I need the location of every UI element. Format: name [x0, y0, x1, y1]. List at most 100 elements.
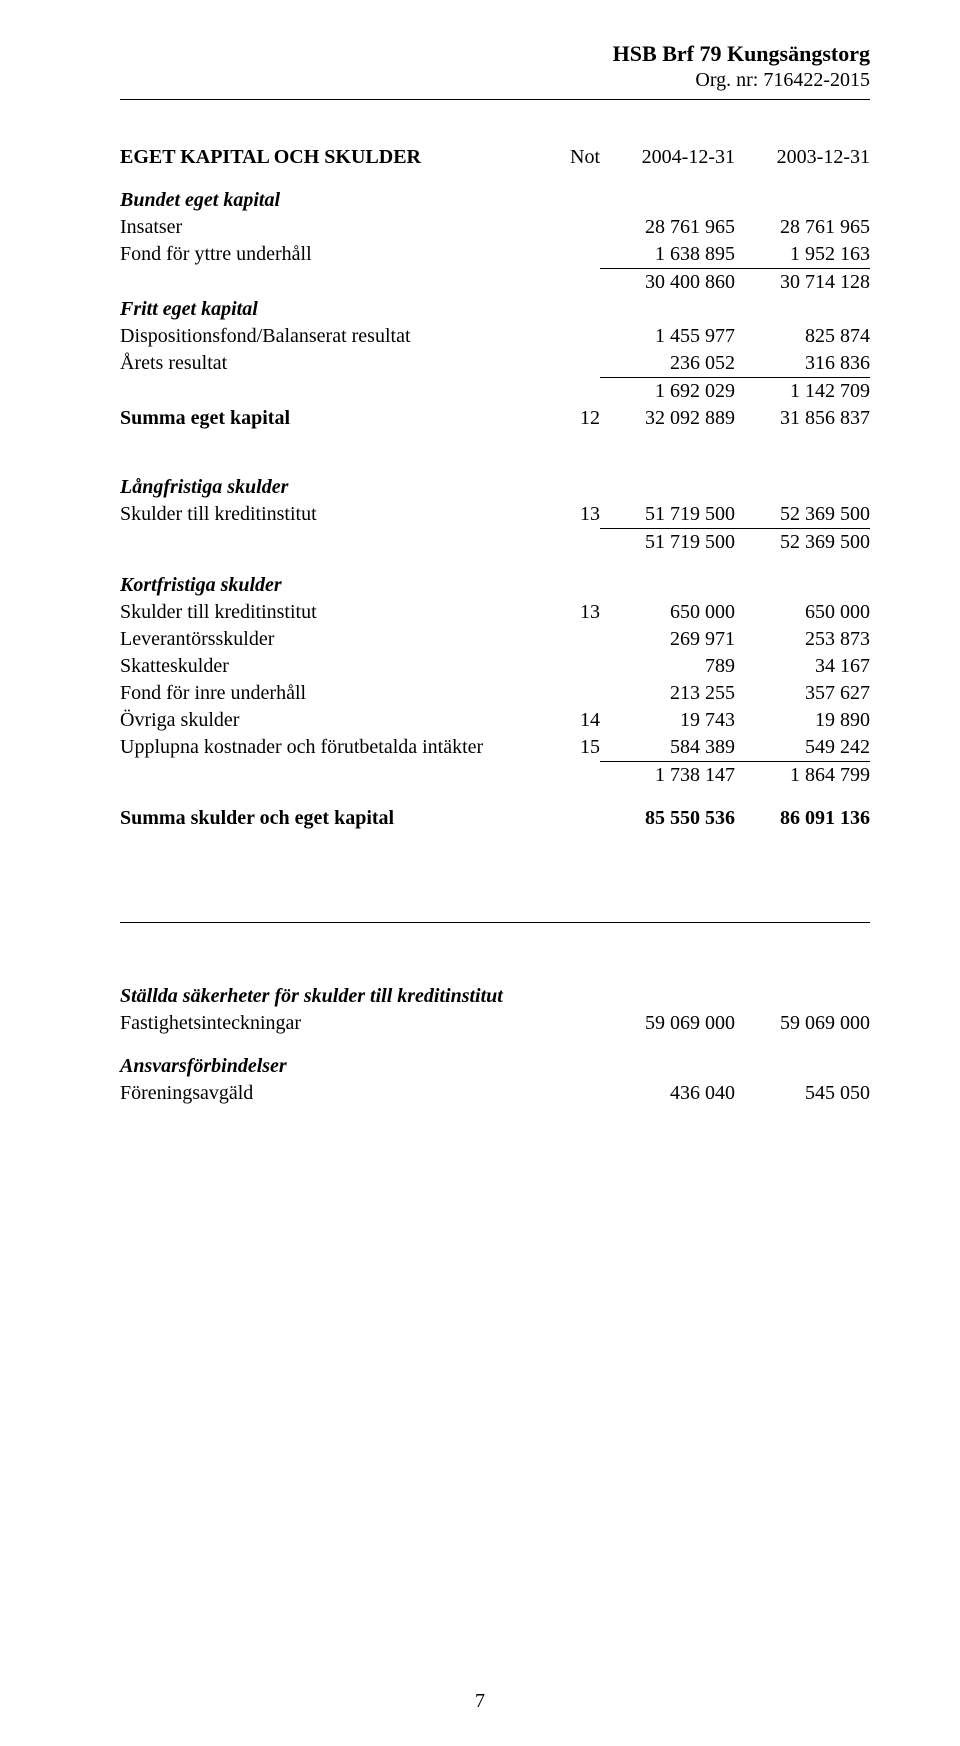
spacer: [120, 432, 870, 474]
table-row: Skulder till kreditinstitut 13 51 719 50…: [120, 501, 870, 529]
row-value: 28 761 965: [600, 214, 735, 241]
org-number: Org. nr: 716422-2015: [120, 68, 870, 93]
row-value: 236 052: [600, 350, 735, 378]
financial-table: EGET KAPITAL OCH SKULDER Not 2004-12-31 …: [120, 144, 870, 832]
section-heading: Ansvarsförbindelser: [120, 1053, 870, 1080]
section-heading: Kortfristiga skulder: [120, 572, 870, 599]
row-note: 15: [540, 734, 600, 762]
row-value: 19 743: [600, 707, 735, 734]
row-value: 650 000: [735, 599, 870, 626]
row-value: 52 369 500: [735, 501, 870, 529]
page-number: 7: [0, 1689, 960, 1714]
table-row: Övriga skulder 14 19 743 19 890: [120, 707, 870, 734]
section-heading: Fritt eget kapital: [120, 296, 870, 323]
row-label: Skatteskulder: [120, 653, 540, 680]
row-value: 19 890: [735, 707, 870, 734]
subtotal-value: 1 692 029: [600, 377, 735, 405]
row-value: 825 874: [735, 323, 870, 350]
row-note: 14: [540, 707, 600, 734]
table-row: Leverantörsskulder 269 971 253 873: [120, 626, 870, 653]
row-value: 28 761 965: [735, 214, 870, 241]
sum-total-value: 86 091 136: [735, 805, 870, 832]
sum-label: Summa eget kapital: [120, 405, 540, 432]
section-heading-row: Långfristiga skulder: [120, 474, 870, 501]
table-row: Årets resultat 236 052 316 836: [120, 350, 870, 378]
row-value: 545 050: [735, 1080, 870, 1107]
row-value: 253 873: [735, 626, 870, 653]
row-label: Skulder till kreditinstitut: [120, 599, 540, 626]
row-label: Övriga skulder: [120, 707, 540, 734]
row-value: 1 455 977: [600, 323, 735, 350]
row-note: 13: [540, 599, 600, 626]
row-label: Årets resultat: [120, 350, 540, 378]
col-note-label: Not: [540, 144, 600, 171]
section-heading: Långfristiga skulder: [120, 474, 870, 501]
row-label: Föreningsavgäld: [120, 1080, 540, 1107]
spacer: [120, 1037, 870, 1053]
table-row: Föreningsavgäld 436 040 545 050: [120, 1080, 870, 1107]
row-value: 59 069 000: [735, 1010, 870, 1037]
row-value: 436 040: [600, 1080, 735, 1107]
sum-total-value: 85 550 536: [600, 805, 735, 832]
section-heading-row: Ställda säkerheter för skulder till kred…: [120, 983, 870, 1010]
spacer: [120, 171, 870, 187]
sum-value: 32 092 889: [600, 405, 735, 432]
section-heading-row: Bundet eget kapital: [120, 187, 870, 214]
row-value: 51 719 500: [600, 501, 735, 529]
row-label: Dispositionsfond/Balanserat resultat: [120, 323, 540, 350]
row-value: 789: [600, 653, 735, 680]
row-label: Fond för yttre underhåll: [120, 241, 540, 269]
row-label: [120, 268, 540, 296]
subtotal-row: 51 719 500 52 369 500: [120, 528, 870, 556]
page-header: HSB Brf 79 Kungsängstorg Org. nr: 716422…: [120, 40, 870, 93]
col-date-1: 2004-12-31: [600, 144, 735, 171]
table-row: Fond för yttre underhåll 1 638 895 1 952…: [120, 241, 870, 269]
sum-note: 12: [540, 405, 600, 432]
subtotal-row: 1 738 147 1 864 799: [120, 761, 870, 789]
subtotal-value: 51 719 500: [600, 528, 735, 556]
subtotal-value: 1 142 709: [735, 377, 870, 405]
row-label: Fastighetsinteckningar: [120, 1010, 540, 1037]
subtotal-value: 1 738 147: [600, 761, 735, 789]
pledged-table: Ställda säkerheter för skulder till kred…: [120, 983, 870, 1107]
table-row: Skulder till kreditinstitut 13 650 000 6…: [120, 599, 870, 626]
row-label: Leverantörsskulder: [120, 626, 540, 653]
main-title: EGET KAPITAL OCH SKULDER: [120, 144, 540, 171]
spacer: [120, 789, 870, 805]
row-value: 34 167: [735, 653, 870, 680]
table-row: Upplupna kostnader och förutbetalda intä…: [120, 734, 870, 762]
subtotal-value: 52 369 500: [735, 528, 870, 556]
sum-row: Summa eget kapital 12 32 092 889 31 856 …: [120, 405, 870, 432]
section-heading-row: Ansvarsförbindelser: [120, 1053, 870, 1080]
table-row: Skatteskulder 789 34 167: [120, 653, 870, 680]
header-rule: [120, 99, 870, 100]
subtotal-row: 1 692 029 1 142 709: [120, 377, 870, 405]
row-note: 13: [540, 501, 600, 529]
section-heading-row: Fritt eget kapital: [120, 296, 870, 323]
col-date-2: 2003-12-31: [735, 144, 870, 171]
sum-total-label: Summa skulder och eget kapital: [120, 805, 540, 832]
section-heading: Bundet eget kapital: [120, 187, 870, 214]
row-note: [540, 241, 600, 269]
section-heading: Ställda säkerheter för skulder till kred…: [120, 983, 870, 1010]
row-value: 316 836: [735, 350, 870, 378]
subtotal-value: 1 864 799: [735, 761, 870, 789]
row-value: 584 389: [600, 734, 735, 762]
row-value: 213 255: [600, 680, 735, 707]
org-name: HSB Brf 79 Kungsängstorg: [120, 40, 870, 68]
table-row: Insatser 28 761 965 28 761 965: [120, 214, 870, 241]
row-label: Skulder till kreditinstitut: [120, 501, 540, 529]
sum-total-row: Summa skulder och eget kapital 85 550 53…: [120, 805, 870, 832]
row-value: 357 627: [735, 680, 870, 707]
row-label: Insatser: [120, 214, 540, 241]
table-header-row: EGET KAPITAL OCH SKULDER Not 2004-12-31 …: [120, 144, 870, 171]
section-divider: [120, 922, 870, 923]
sum-value: 31 856 837: [735, 405, 870, 432]
table-row: Fastighetsinteckningar 59 069 000 59 069…: [120, 1010, 870, 1037]
subtotal-row: 30 400 860 30 714 128: [120, 268, 870, 296]
row-value: 59 069 000: [600, 1010, 735, 1037]
subtotal-value: 30 714 128: [735, 268, 870, 296]
page: HSB Brf 79 Kungsängstorg Org. nr: 716422…: [0, 0, 960, 1746]
row-value: 269 971: [600, 626, 735, 653]
spacer: [120, 556, 870, 572]
